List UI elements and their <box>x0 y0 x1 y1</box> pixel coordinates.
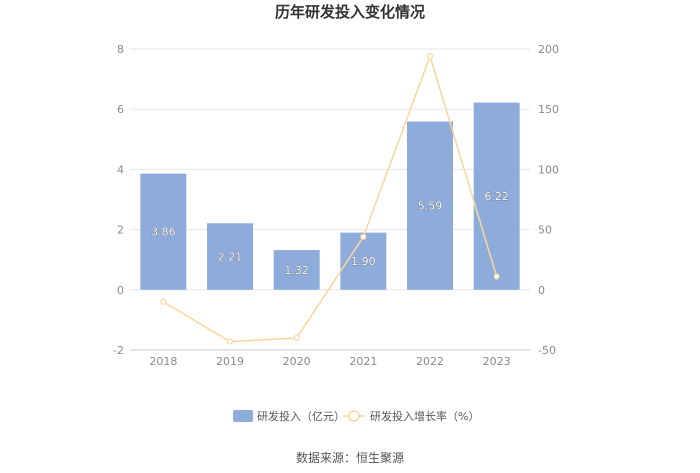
y-left-tick-label: 6 <box>117 103 124 116</box>
grid <box>130 48 530 351</box>
x-tick-label: 2019 <box>216 355 244 368</box>
x-tick-label: 2023 <box>483 355 511 368</box>
y-right-tick-label: 50 <box>538 224 552 237</box>
legend-bar-swatch <box>233 410 253 422</box>
x-tick-label: 2021 <box>349 355 377 368</box>
y-left-tick-label: -2 <box>113 344 124 357</box>
y-right-tick-label: 100 <box>538 163 559 176</box>
legend-item-line[interactable]: 研发投入增长率（%） <box>343 409 479 423</box>
bar-value-label: 5.59 <box>418 200 443 213</box>
y-axis-right: 200 150 100 50 0 -50 <box>538 43 559 357</box>
growth-point <box>493 273 500 280</box>
legend-line-marker <box>348 410 360 422</box>
bar-value-label: 6.22 <box>484 190 509 203</box>
line-series <box>160 53 500 345</box>
bar <box>473 102 520 290</box>
chart-title: 历年研发投入变化情况 <box>275 3 425 21</box>
y-axis-left: 8 6 4 2 0 -2 <box>113 43 124 357</box>
x-tick-label: 2020 <box>283 355 311 368</box>
bar-value-label: 1.32 <box>284 264 309 277</box>
bar-value-label: 1.90 <box>351 255 376 268</box>
legend-item-bar[interactable]: 研发投入（亿元） <box>233 409 345 423</box>
bar <box>140 173 187 290</box>
y-left-tick-label: 4 <box>117 163 124 176</box>
y-right-tick-label: 0 <box>538 284 545 297</box>
bar <box>207 223 253 290</box>
y-right-tick-label: -50 <box>538 344 556 357</box>
bar <box>273 250 320 290</box>
y-left-tick-label: 0 <box>117 284 124 297</box>
growth-point <box>226 338 234 345</box>
x-tick-label: 2018 <box>149 355 177 368</box>
source-note: 数据来源：恒生聚源 <box>296 450 404 465</box>
y-left-tick-label: 8 <box>117 43 124 56</box>
growth-point <box>360 233 367 240</box>
legend-line-label: 研发投入增长率（%） <box>370 409 479 423</box>
bar-value-label: 3.86 <box>151 226 176 239</box>
bar-series: 3.86 2.21 1.32 1.90 5.59 6.22 <box>140 102 520 290</box>
legend: 研发投入（亿元） 研发投入增长率（%） <box>233 409 479 423</box>
growth-point <box>160 298 167 305</box>
growth-point <box>293 334 300 342</box>
x-tick-label: 2022 <box>416 355 444 368</box>
bar <box>407 121 453 290</box>
growth-line <box>162 53 498 343</box>
y-left-tick-label: 2 <box>117 224 124 237</box>
x-axis: 2018 2019 2020 2021 2022 2023 <box>149 355 510 368</box>
y-right-tick-label: 150 <box>538 103 559 116</box>
y-right-tick-label: 200 <box>538 43 559 56</box>
legend-bar-label: 研发投入（亿元） <box>257 409 345 423</box>
growth-point <box>426 53 434 60</box>
bar-value-label: 2.21 <box>218 251 243 264</box>
